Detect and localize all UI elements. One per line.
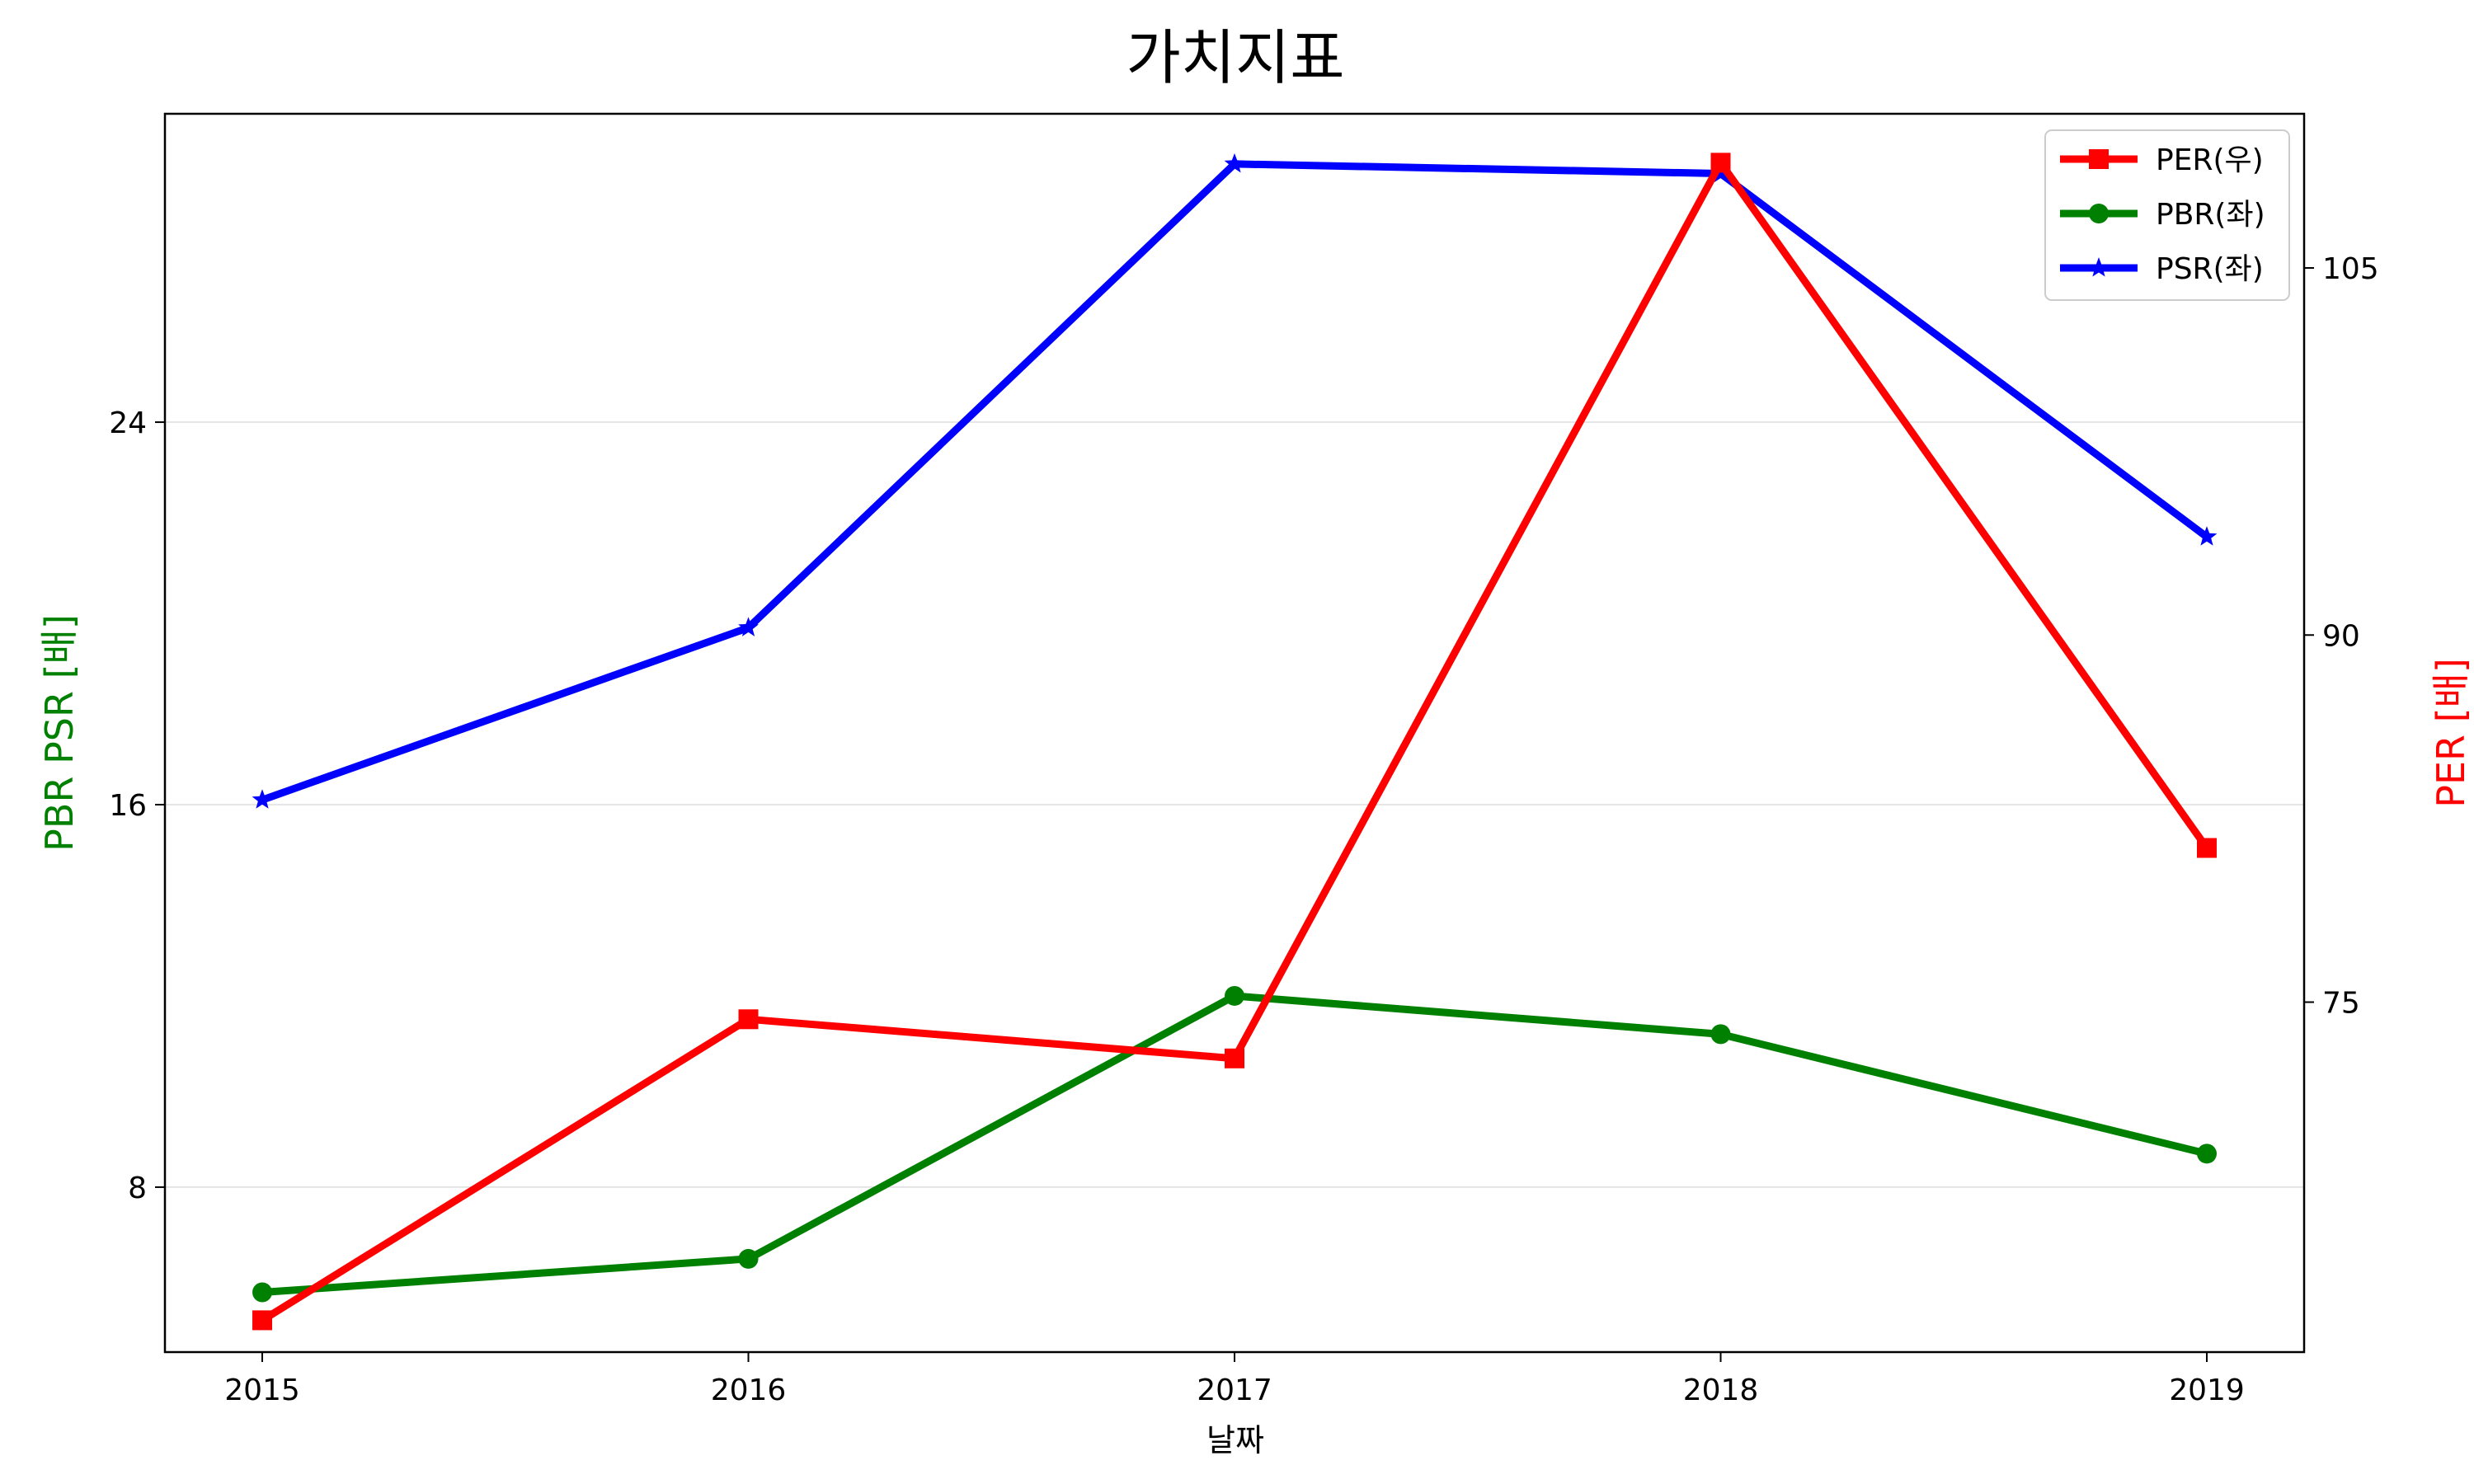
x-tick-label: 2018 [1683,1374,1759,1407]
x-axis-label: 날짜 [1206,1422,1264,1458]
y-right-tick-label: 105 [2322,252,2379,286]
data-point [2197,1144,2217,1164]
y-axis-label-left: PBR PSR [배] [37,614,82,852]
legend-label: PER(우) [2156,143,2264,177]
data-point [1225,985,1244,1006]
data-point [1710,153,1731,173]
y-left-tick-label: 24 [109,406,147,440]
legend-entry: PBR(좌) [2060,198,2265,232]
x-tick-label: 2019 [2169,1374,2245,1407]
legend: PER(우) PBR(좌) PSR(좌) [2044,129,2290,301]
data-point [252,1282,272,1303]
y-left-tick-label: 16 [109,789,147,823]
legend-entry: PER(우) [2060,143,2264,177]
data-point [738,1009,759,1030]
x-tick-label: 2017 [1197,1374,1272,1407]
legend-label: PBR(좌) [2156,198,2265,232]
y-axis-label-right: PER [배] [2429,658,2473,808]
data-point [1225,1048,1244,1068]
y-right-tick-label: 75 [2322,987,2360,1021]
series-1 [252,153,2217,1331]
legend-label: PSR(좌) [2156,252,2264,286]
grid-lines [165,421,2304,1188]
data-point [2196,526,2218,546]
chart-title: 가치지표 [1126,23,1345,92]
legend-box [2044,129,2290,301]
legend-marker [2089,149,2109,169]
axis-layer: 8 16 24 75 90 105 2015 2016 2017 2018 2019 [109,252,2379,1407]
x-tick-label: 2016 [711,1374,787,1407]
legend-marker [2088,257,2109,277]
data-point [2197,838,2217,858]
legend-marker [2089,204,2109,223]
series-layer [252,153,2218,1331]
data-point [738,617,759,636]
legend-entry: PSR(좌) [2060,252,2264,286]
data-point [252,789,273,809]
y-left-tick-label: 8 [128,1172,147,1205]
y-right-tick-label: 90 [2322,619,2360,653]
data-point [738,1248,759,1269]
data-point [1224,153,1245,173]
data-point [252,1310,272,1331]
data-point [1710,1024,1731,1045]
series-2 [252,985,2217,1303]
x-tick-label: 2015 [224,1374,300,1407]
